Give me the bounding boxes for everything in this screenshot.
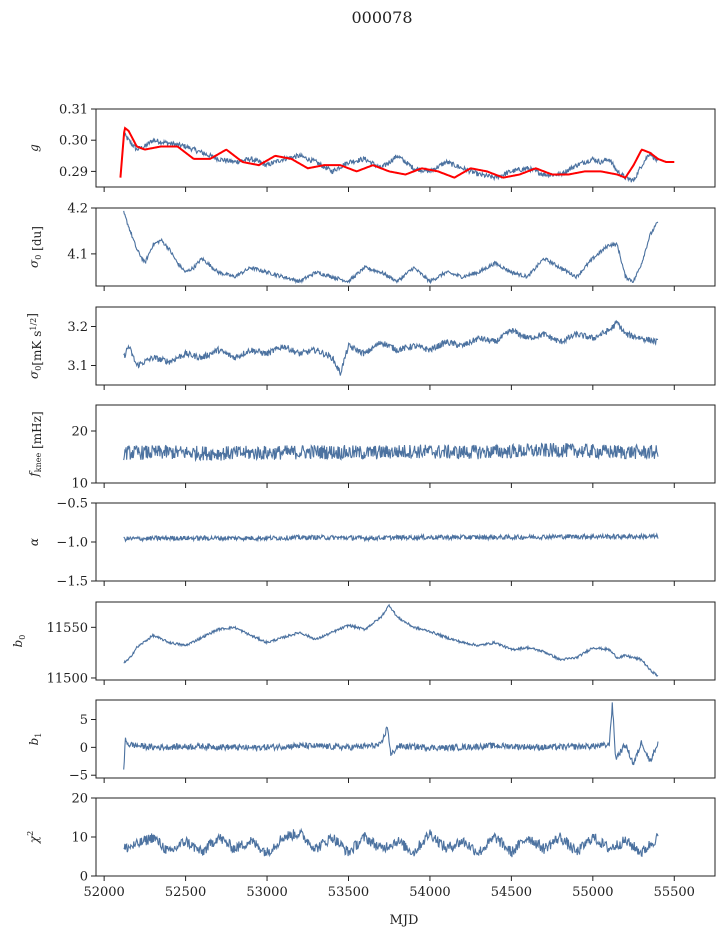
axes-frame [95, 797, 716, 877]
axes-frame [95, 108, 716, 188]
axes-frame [95, 601, 716, 681]
y-tick-label: 0 [80, 870, 88, 885]
panel-2: 4.2 4.1 σ0 [du] [27, 202, 716, 291]
y-axis-label: b1 [27, 733, 43, 746]
series-line [123, 132, 659, 183]
y-tick-label: 20 [71, 425, 88, 440]
y-tick-label: 0.29 [59, 165, 88, 180]
series-line [123, 319, 659, 376]
panel-5: −0.5 −1.0 −1.5 α [27, 497, 716, 590]
y-tick-label: 3.1 [67, 359, 88, 374]
y-tick-label: 20 [71, 792, 88, 807]
axes-frame [95, 502, 716, 582]
y-axis-label: α [27, 538, 41, 546]
y-axis-label: σ0 [du] [27, 226, 44, 268]
panels: 0.31 0.30 0.29 g 4.2 4.1 σ0 [du] 3.2 3.1 σ0[mK s1… [11, 103, 716, 885]
y-tick-label: 0.30 [59, 134, 88, 149]
panel-8: 20 10 0 χ2 [26, 792, 716, 885]
axes-frame [95, 404, 716, 484]
series-line [123, 827, 659, 858]
y-tick-label: 5 [80, 713, 88, 728]
panel-3: 3.2 3.1 σ0[mK s1/2] [25, 306, 716, 390]
x-axis-ticks: 52000 52500 53000 53500 54000 54500 55000 55500 [83, 885, 694, 900]
x-tick-label: 52500 [165, 885, 206, 900]
y-tick-label: −1.5 [56, 575, 88, 590]
y-tick-label: 0.31 [59, 103, 88, 118]
y-tick-label: −0.5 [56, 497, 88, 512]
fit-line [119, 126, 675, 179]
axes-frame [95, 699, 716, 779]
y-tick-label: 3.2 [67, 320, 88, 335]
y-tick-label: −1.0 [56, 536, 88, 551]
series-line [123, 532, 659, 543]
y-axis-label: χ2 [26, 831, 41, 844]
y-axis-label: g [27, 144, 41, 152]
series-line [123, 210, 659, 285]
y-tick-label: 11500 [47, 671, 88, 686]
y-tick-label: 10 [71, 477, 88, 492]
y-tick-label: 4.2 [67, 202, 88, 217]
panel-7: 5 0 −5 b1 [27, 699, 716, 784]
x-axis-label: MJD [390, 913, 419, 928]
y-tick-label: 11550 [47, 621, 88, 636]
series-line [123, 442, 659, 463]
y-tick-label: 4.1 [67, 247, 88, 262]
y-axis-label: b0 [11, 635, 27, 648]
panel-4: 20 10 fknee [mHz] [27, 404, 716, 492]
x-tick-label: 55000 [572, 885, 613, 900]
y-axis-label: fknee [mHz] [27, 411, 44, 477]
x-tick-label: 53500 [328, 885, 369, 900]
axes-frame [95, 207, 716, 287]
x-tick-label: 55500 [654, 885, 695, 900]
series-line [123, 603, 659, 677]
panel-6: 11550 11500 b0 [11, 601, 716, 686]
panel-1: 0.31 0.30 0.29 g [27, 103, 716, 192]
y-axis-label: σ0[mK s1/2] [25, 313, 44, 379]
axes-frame [95, 306, 716, 386]
figure-title: 000078 [351, 8, 412, 27]
series-line [123, 702, 659, 770]
y-tick-label: −5 [69, 769, 88, 784]
x-tick-label: 54500 [491, 885, 532, 900]
y-tick-label: 10 [71, 831, 88, 846]
x-tick-label: 52000 [83, 885, 124, 900]
x-tick-label: 54000 [409, 885, 450, 900]
x-tick-label: 53000 [246, 885, 287, 900]
y-tick-label: 0 [80, 741, 88, 756]
